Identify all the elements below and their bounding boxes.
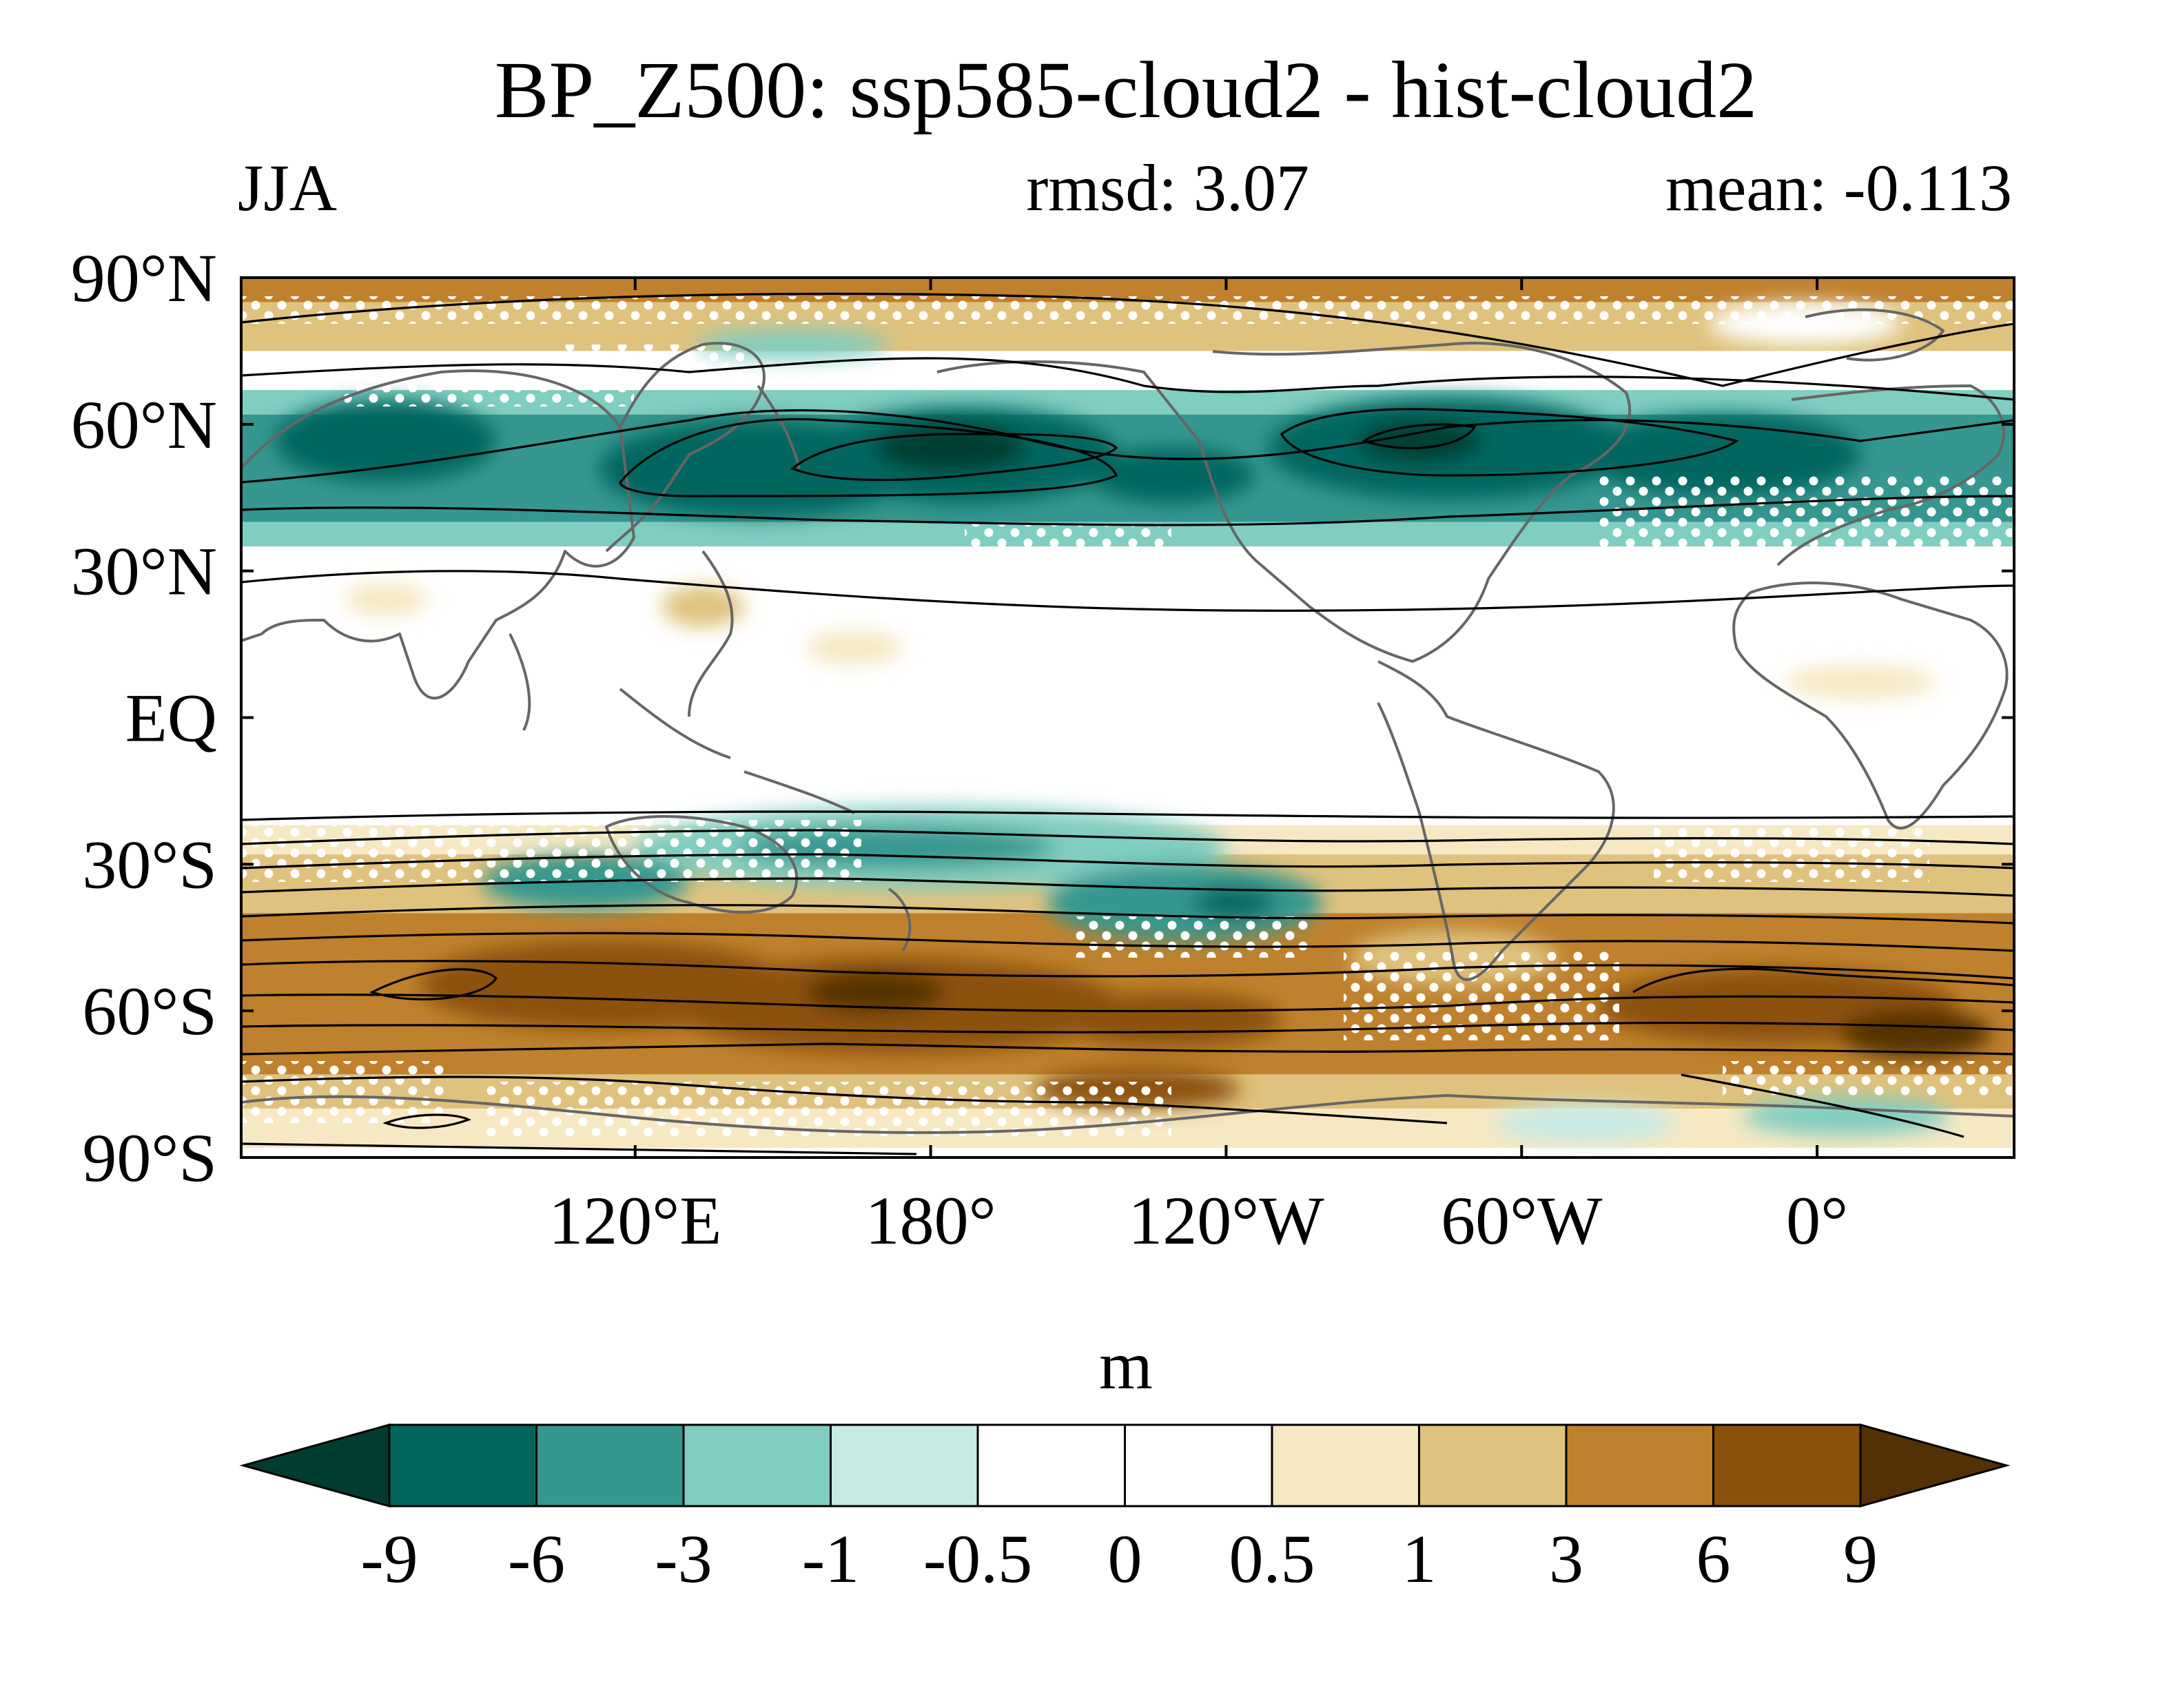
lon-tick-label: 120°E: [548, 1182, 721, 1259]
rmsd-label: rmsd: 3.07: [1026, 151, 1309, 225]
colorbar-level-label: -0.5: [923, 1521, 1032, 1597]
colorbar-level-label: -9: [360, 1521, 418, 1597]
colorbar-box: [1565, 1423, 1714, 1508]
colorbar-level-label: -6: [508, 1521, 565, 1597]
colorbar-box: [976, 1423, 1126, 1508]
colorbar-level-label: -1: [802, 1521, 859, 1597]
colorbar-level-label: 9: [1843, 1521, 1878, 1597]
colorbar-box: [830, 1423, 979, 1508]
map-panel: [241, 278, 2014, 1157]
lat-tick-label: 90°S: [82, 1120, 217, 1196]
colorbar-box: [1712, 1423, 1862, 1508]
season-label: JJA: [238, 151, 337, 225]
lon-tick-label: 60°W: [1441, 1182, 1603, 1259]
colorbar-box: [682, 1423, 832, 1508]
lat-tick-label: 30°N: [71, 533, 217, 610]
lat-tick-label: 60°N: [71, 387, 217, 463]
lat-tick-label: 30°S: [82, 826, 217, 903]
colorbar-box: [1271, 1423, 1420, 1508]
colorbar-box: [388, 1423, 537, 1508]
longitude-axis: 120°E 180° 120°W 60°W 0°: [548, 278, 1848, 1259]
colorbar-level-label: 0: [1108, 1521, 1142, 1597]
climatology-contours: [241, 292, 2014, 1155]
colorbar-level-label: -3: [655, 1521, 712, 1597]
coastlines: [241, 308, 2014, 1134]
lat-tick-label: EQ: [125, 680, 217, 757]
colorbar-level-label: 1: [1402, 1521, 1437, 1597]
lat-tick-label: 90°N: [71, 240, 217, 316]
lon-tick-label: 120°W: [1128, 1182, 1324, 1259]
anomaly-patches-south: [420, 806, 1991, 1142]
mean-label: mean: -0.113: [1665, 151, 2012, 225]
colorbar-level-label: 0.5: [1229, 1521, 1315, 1597]
lat-tick-label: 60°S: [82, 973, 217, 1049]
colorbar-extend-high: [1859, 1423, 2011, 1508]
map-title: BP_Z500: ssp585-cloud2 - hist-cloud2: [495, 45, 1757, 135]
colorbar-extend-low: [239, 1423, 391, 1508]
lon-tick-label: 180°: [865, 1182, 996, 1259]
lon-tick-label: 0°: [1786, 1182, 1848, 1259]
latitude-axis: 90°N 60°N 30°N EQ 30°S 60°S 90°S: [71, 240, 2014, 1196]
colorbar-level-label: 3: [1549, 1521, 1583, 1597]
colorbar-box: [1124, 1423, 1273, 1508]
colorbar-box: [535, 1423, 685, 1508]
colorbar-box: [1418, 1423, 1568, 1508]
colorbar-units: m: [1099, 1327, 1153, 1403]
anomaly-band-6: [241, 546, 2014, 825]
colorbar-level-label: 6: [1696, 1521, 1731, 1597]
colorbar: -9 -6 -3 -1 -0.5 0 0.5 1 3 6 9: [239, 1423, 2011, 1597]
